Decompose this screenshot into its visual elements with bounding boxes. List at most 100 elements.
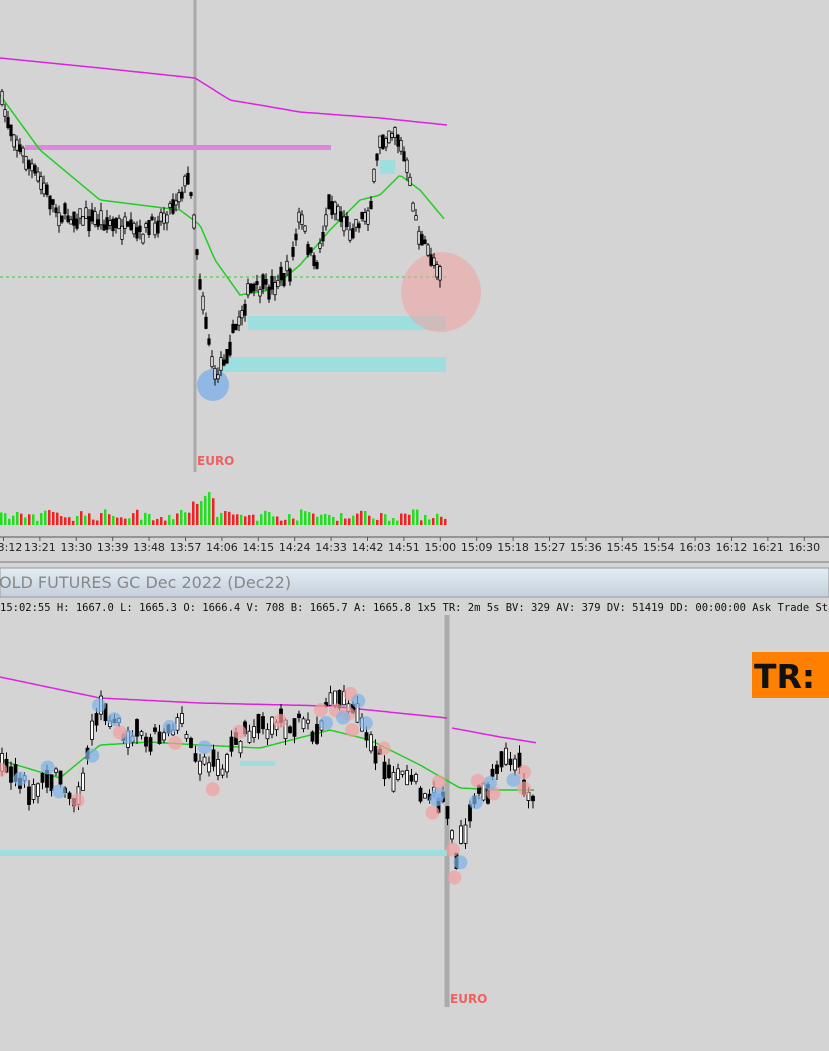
- candle: [58, 770, 63, 785]
- volume-bar: [224, 511, 227, 525]
- candle: [402, 151, 406, 162]
- candle: [126, 221, 130, 227]
- time-axis: 3:12 13:21 13:30 13:39 13:48 13:57 14:06 14:15 1…: [0, 537, 820, 554]
- candle: [48, 195, 52, 210]
- candle: [517, 752, 522, 768]
- candle: [153, 727, 157, 732]
- volume-bar: [232, 514, 235, 525]
- candle: [531, 795, 535, 802]
- volume-bar: [256, 520, 259, 525]
- volume-bar: [8, 518, 11, 525]
- candle: [229, 736, 234, 752]
- candle: [438, 266, 442, 281]
- volume-bar: [280, 520, 283, 525]
- candle: [391, 772, 396, 792]
- volume-bar: [268, 512, 271, 525]
- candle: [387, 130, 391, 144]
- volume-bar: [52, 511, 55, 525]
- candle: [94, 713, 99, 726]
- badge: [752, 652, 829, 698]
- candle: [27, 160, 31, 169]
- time-label: 13:48: [133, 541, 165, 554]
- candle: [51, 199, 55, 205]
- signal-dot: [85, 748, 100, 763]
- candle: [210, 356, 214, 368]
- volume-bar: [324, 513, 327, 525]
- candle: [202, 756, 207, 765]
- candle: [111, 218, 115, 232]
- volume-bar: [344, 518, 347, 525]
- candle: [288, 726, 292, 734]
- candle: [168, 203, 172, 208]
- candle: [360, 211, 364, 219]
- candle: [225, 754, 229, 773]
- volume-bar: [104, 509, 107, 525]
- candle: [351, 228, 355, 239]
- volume-bar: [152, 520, 155, 525]
- candle: [301, 718, 306, 730]
- candle: [364, 732, 369, 741]
- time-label: 13:21: [24, 541, 56, 554]
- candle: [69, 219, 73, 225]
- badge-label: TR:: [754, 657, 815, 696]
- volume-bar: [420, 520, 423, 525]
- candle: [310, 731, 315, 742]
- candle: [243, 303, 247, 316]
- candle: [189, 192, 193, 197]
- top-chart: EURO: [0, 0, 481, 525]
- candle: [324, 214, 328, 227]
- candle: [423, 239, 427, 244]
- candle: [297, 211, 301, 223]
- volume-bar: [304, 511, 307, 525]
- candle: [54, 207, 58, 213]
- candle: [78, 208, 82, 219]
- candle: [387, 764, 391, 778]
- volume-bar: [124, 518, 127, 525]
- candle: [207, 762, 211, 773]
- time-label: 15:36: [570, 541, 602, 554]
- candle: [135, 719, 139, 737]
- candle: [139, 731, 144, 736]
- volume-bar: [352, 515, 355, 525]
- volume-bar: [380, 513, 383, 525]
- candle: [418, 787, 423, 802]
- signal-dot: [40, 760, 55, 775]
- candle: [366, 210, 370, 225]
- volume-bar: [100, 513, 103, 525]
- volume-bar: [228, 511, 231, 525]
- candle: [135, 227, 139, 239]
- volume-bar: [368, 515, 371, 525]
- volume-bar: [36, 520, 39, 525]
- time-label: 15:54: [643, 541, 675, 554]
- zone: [248, 316, 446, 330]
- signal-dot: [162, 719, 177, 734]
- candle: [330, 201, 334, 215]
- moving-average: [0, 676, 448, 719]
- candle: [63, 203, 67, 215]
- session-label: EURO: [450, 992, 487, 1006]
- signal-dot: [447, 870, 462, 885]
- volume-bar: [176, 513, 179, 525]
- candle: [27, 786, 31, 805]
- volume-bar: [316, 516, 319, 525]
- signal-dot: [112, 725, 127, 740]
- signal-dot: [425, 805, 440, 820]
- volume-bar: [400, 513, 403, 525]
- volume-bar: [276, 516, 279, 525]
- candle: [193, 753, 198, 762]
- candle: [36, 783, 40, 797]
- candle: [279, 266, 283, 281]
- candle: [267, 286, 271, 300]
- volume-bar: [24, 517, 27, 525]
- candle: [327, 194, 331, 210]
- candle: [207, 338, 211, 345]
- volume-bar: [312, 513, 315, 525]
- candle: [60, 215, 64, 223]
- volume-bar: [240, 514, 243, 525]
- candle: [408, 176, 412, 187]
- candle: [378, 135, 382, 148]
- volume-bar: [16, 512, 19, 525]
- candle: [72, 211, 76, 226]
- signal-circle: [197, 369, 229, 401]
